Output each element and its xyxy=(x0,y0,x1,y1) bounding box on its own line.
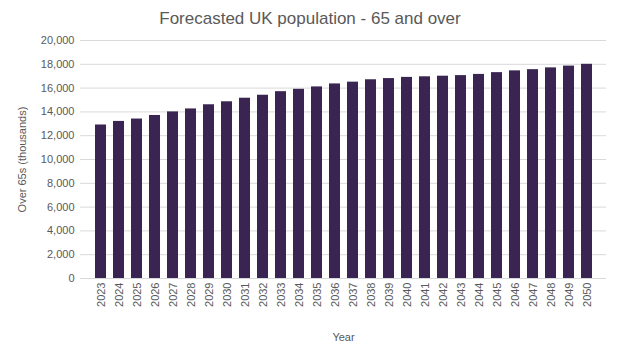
svg-text:2039: 2039 xyxy=(383,283,395,307)
svg-text:6,000: 6,000 xyxy=(47,201,75,213)
svg-text:2024: 2024 xyxy=(113,283,125,307)
svg-text:2027: 2027 xyxy=(167,283,179,307)
svg-text:10,000: 10,000 xyxy=(41,153,75,165)
svg-text:2048: 2048 xyxy=(545,283,557,307)
svg-text:2037: 2037 xyxy=(347,283,359,307)
svg-text:2035: 2035 xyxy=(311,283,323,307)
svg-text:2033: 2033 xyxy=(275,283,287,307)
svg-text:2045: 2045 xyxy=(491,283,503,307)
svg-text:2023: 2023 xyxy=(95,283,107,307)
svg-text:18,000: 18,000 xyxy=(41,58,75,70)
svg-text:2034: 2034 xyxy=(293,283,305,307)
svg-text:2026: 2026 xyxy=(149,283,161,307)
svg-text:2025: 2025 xyxy=(131,283,143,307)
svg-text:0: 0 xyxy=(68,272,74,284)
svg-text:8,000: 8,000 xyxy=(47,177,75,189)
svg-text:2030: 2030 xyxy=(221,283,233,307)
svg-text:Year: Year xyxy=(332,331,355,343)
svg-text:14,000: 14,000 xyxy=(41,105,75,117)
svg-text:2043: 2043 xyxy=(455,283,467,307)
svg-text:4,000: 4,000 xyxy=(47,224,75,236)
svg-text:2046: 2046 xyxy=(509,283,521,307)
svg-text:2050: 2050 xyxy=(581,283,593,307)
svg-text:2049: 2049 xyxy=(563,283,575,307)
svg-text:2029: 2029 xyxy=(203,283,215,307)
svg-text:12,000: 12,000 xyxy=(41,129,75,141)
html-text:Forecasted UK population - 65: Forecasted UK population - 65 and over xyxy=(159,9,461,28)
svg-text:2042: 2042 xyxy=(437,283,449,307)
svg-text:2,000: 2,000 xyxy=(47,248,75,260)
svg-text:2036: 2036 xyxy=(329,283,341,307)
svg-text:2031: 2031 xyxy=(239,283,251,307)
svg-text:2044: 2044 xyxy=(473,283,485,307)
svg-text:2032: 2032 xyxy=(257,283,269,307)
svg-text:16,000: 16,000 xyxy=(41,82,75,94)
svg-text:2047: 2047 xyxy=(527,283,539,307)
svg-text:20,000: 20,000 xyxy=(41,34,75,46)
svg-text:2038: 2038 xyxy=(365,283,377,307)
svg-text:2028: 2028 xyxy=(185,283,197,307)
svg-text:Over 65s (thousands): Over 65s (thousands) xyxy=(16,107,28,213)
svg-text:2040: 2040 xyxy=(401,283,413,307)
svg-text:2041: 2041 xyxy=(419,283,431,307)
